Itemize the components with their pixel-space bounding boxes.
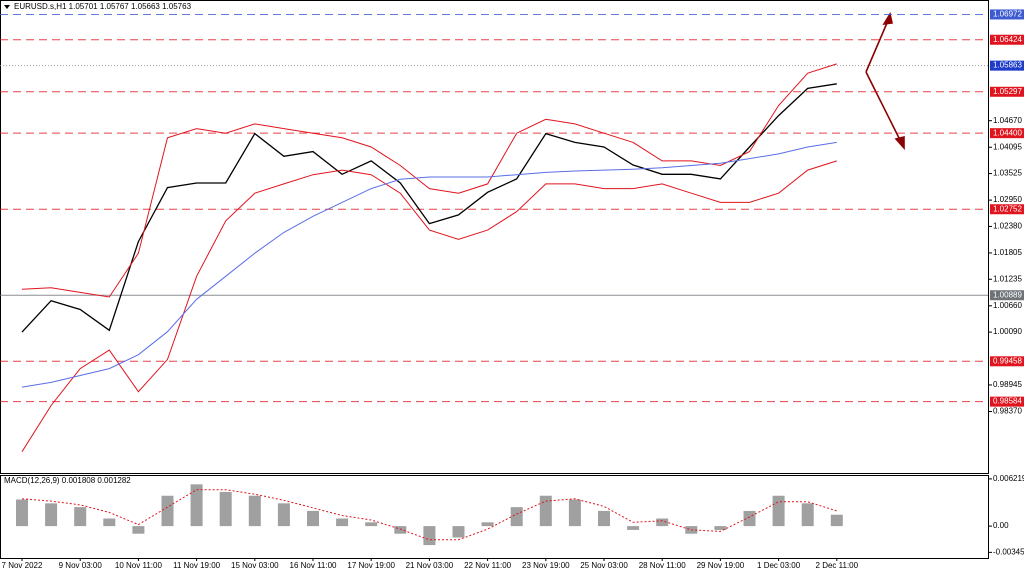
price-level-box [990,34,1024,45]
price-level-label: 1.06424 [993,35,1022,44]
macd-bar [772,495,785,527]
macd-panel-frame [0,475,989,559]
x-tick-label: 25 Nov 03:00 [580,561,628,570]
macd-title: MACD(12,26,9) 0.001808 0.001282 [4,476,131,485]
x-tick-label: 1 Dec 03:00 [757,561,801,570]
macd-bar [103,518,116,527]
x-tick-label: 7 Nov 2022 [2,561,43,570]
x-tick-label: 21 Nov 03:00 [406,561,454,570]
price-line [21,83,837,333]
macd-bar [656,518,669,527]
x-tick-label: 17 Nov 19:00 [347,561,395,570]
y-tick-label: 1.02950 [993,195,1022,204]
x-tick-label: 2 Dec 11:00 [816,561,859,570]
y-tick-label: 1.00660 [993,301,1022,310]
macd-bar [132,526,145,534]
price-level-label: 1.02752 [993,204,1022,213]
macd-bar [452,526,465,538]
price-level-label: 1.00889 [993,290,1022,299]
price-panel-frame [0,0,989,474]
x-tick-label: 9 Nov 03:00 [59,561,103,570]
macd-bar [627,526,640,530]
macd-bar [568,499,581,527]
y-tick-label: 1.01805 [993,248,1022,257]
x-tick-label: 16 Nov 11:00 [290,561,338,570]
macd-bar [74,507,87,527]
macd-bar [307,510,319,527]
price-level-box [990,128,1024,139]
y-tick-label: 1.01235 [993,274,1022,283]
x-tick-label: 22 Nov 11:00 [464,561,512,570]
y-tick-label: 0.00 [993,521,1009,530]
y-tick-label: 0.98370 [993,407,1022,416]
price-level-label: 0.99458 [993,356,1022,365]
indicator-line [21,160,837,452]
price-level-box [990,9,1024,20]
indicator-line [21,141,837,388]
price-level-label: 1.06972 [993,10,1022,19]
x-tick-label: 29 Nov 19:00 [697,561,745,570]
y-tick-label: 1.00090 [993,327,1022,336]
macd-bar [45,503,58,527]
x-tick-label: 11 Nov 19:00 [173,561,221,570]
y-tick-label: 1.02380 [993,222,1022,231]
forecast-arrows [865,11,905,151]
macd-bar [743,510,756,527]
price-level-box [990,356,1024,367]
menu-arrow[interactable] [4,5,10,9]
indicator-line [21,63,837,298]
price-level-box [990,396,1024,407]
price-level-box [990,204,1024,215]
signal-line [21,489,837,541]
price-level-box [990,86,1024,97]
macd-bar [481,522,494,527]
y-tick-label: 0.98945 [993,380,1022,389]
price-level-box [990,290,1024,301]
macd-bar [423,526,436,546]
macd-bar [830,514,843,527]
macd-bar [190,484,203,527]
macd-bar [714,526,727,530]
x-tick-label: 15 Nov 03:00 [231,561,279,570]
macd-bar [219,491,232,527]
macd-bar [510,507,523,527]
macd-bar [365,522,378,527]
macd-bar [801,503,814,527]
macd-bar [16,499,28,527]
x-tick-label: 10 Nov 11:00 [115,561,163,570]
price-level-label: 1.05297 [993,87,1022,96]
x-tick-label: 23 Nov 19:00 [522,561,570,570]
macd-bar [539,495,552,527]
price-level-label: 1.05863 [993,61,1022,70]
macd-bar [598,510,610,527]
y-tick-label: 1.03525 [993,169,1022,178]
y-tick-label: 1.04670 [993,116,1022,125]
price-level-label: 1.04400 [993,128,1022,137]
y-tick-label: 1.04095 [993,142,1022,151]
y-tick-label: 0.006219 [993,474,1024,483]
x-tick-label: 28 Nov 11:00 [639,561,687,570]
y-tick-label: -0.003457 [993,547,1024,556]
macd-bar [336,518,349,527]
macd-bar [248,495,261,527]
macd-bar [277,503,290,527]
price-level-label: 0.98584 [993,397,1022,406]
macd-bar [394,526,407,534]
symbol-title: EURUSD.s,H1 1.05701 1.05767 1.05663 1.05… [14,2,192,11]
price-level-box [990,60,1024,71]
macd-bar [161,495,174,527]
